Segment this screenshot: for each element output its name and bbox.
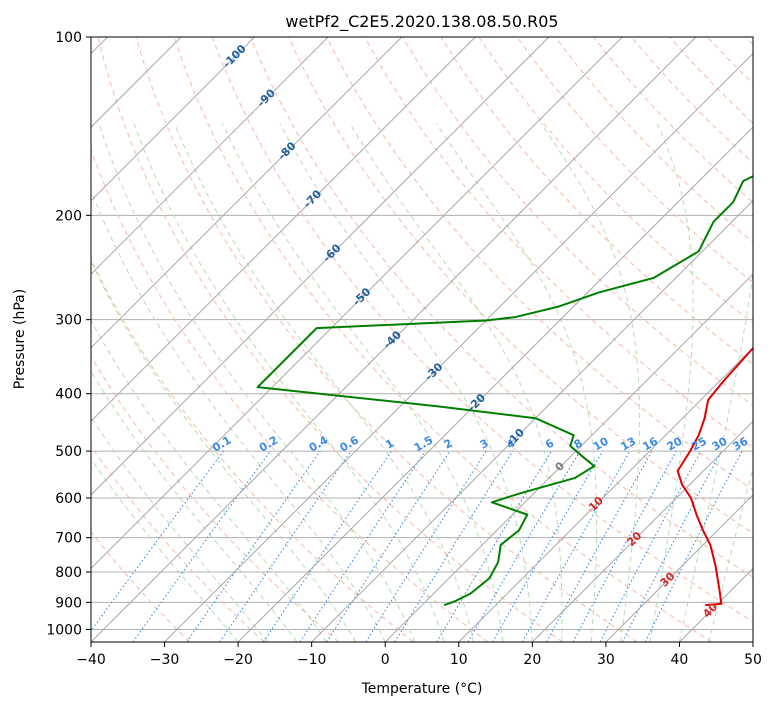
dry-adiabat bbox=[91, 355, 340, 642]
dewpoint-profile-line bbox=[256, 175, 753, 607]
dry-adiabat bbox=[211, 37, 753, 623]
y-tick-label: 700 bbox=[55, 531, 82, 547]
x-tick-label: 40 bbox=[671, 652, 689, 668]
dry-adiabat bbox=[91, 531, 191, 642]
isotherm-line bbox=[237, 126, 753, 642]
x-tick-label: 20 bbox=[523, 652, 541, 668]
moist-adiabat bbox=[91, 416, 268, 642]
mixing-ratio-line bbox=[186, 450, 321, 642]
mixing-ratio-lines bbox=[91, 450, 743, 642]
x-tick-label: 30 bbox=[597, 652, 615, 668]
mixing-ratio-line bbox=[572, 450, 677, 642]
y-tick-label: 300 bbox=[55, 313, 82, 329]
y-tick-label: 600 bbox=[55, 491, 82, 507]
moist-adiabat bbox=[91, 458, 239, 642]
dry-adiabat bbox=[440, 37, 753, 365]
x-tick-label: −20 bbox=[223, 652, 253, 668]
x-axis-label: Temperature (°C) bbox=[361, 681, 483, 697]
mixing-ratio-line bbox=[521, 450, 631, 642]
x-axis: −40 −30 −20 −10 0 10 20 30 40 50 bbox=[76, 642, 762, 668]
moist-adiabat bbox=[540, 123, 641, 642]
moist-adiabat bbox=[91, 260, 357, 642]
dry-adiabat bbox=[249, 37, 753, 578]
y-tick-label: 200 bbox=[55, 208, 82, 224]
moist-adiabat bbox=[174, 123, 474, 642]
y-tick-label: 400 bbox=[55, 387, 82, 403]
dry-adiabat bbox=[402, 37, 753, 407]
isotherm-line bbox=[164, 52, 753, 642]
y-tick-label: 100 bbox=[55, 30, 82, 46]
sounding-profiles bbox=[256, 175, 753, 607]
isotherm-line bbox=[311, 199, 753, 642]
x-tick-label: −40 bbox=[76, 652, 106, 668]
isotherm-line bbox=[91, 37, 476, 423]
isotherm-line bbox=[531, 420, 753, 642]
dry-adiabat bbox=[91, 445, 265, 642]
mixing-ratio-line bbox=[546, 450, 653, 642]
y-axis-label: Pressure (hPa) bbox=[12, 289, 28, 389]
x-tick-label: −10 bbox=[297, 652, 327, 668]
isotherm-line bbox=[91, 37, 256, 202]
mixing-ratio-line bbox=[91, 450, 224, 632]
isotherm-line bbox=[384, 273, 753, 642]
isotherms bbox=[91, 37, 753, 642]
dry-adiabat bbox=[516, 37, 753, 284]
chart-title: wetPf2_C2E5.2020.138.08.50.R05 bbox=[285, 12, 558, 32]
y-tick-label: 900 bbox=[55, 595, 82, 611]
isotherm-line bbox=[605, 494, 753, 642]
mixing-ratio-line bbox=[394, 450, 514, 642]
mixing-ratio-line bbox=[219, 450, 352, 642]
x-tick-label: 0 bbox=[381, 652, 390, 668]
isotherm-line bbox=[91, 37, 403, 349]
isotherm-line bbox=[91, 37, 697, 642]
mixing-ratio-line bbox=[299, 450, 426, 642]
isotherm-line bbox=[458, 347, 753, 642]
moist-adiabat bbox=[91, 188, 386, 642]
x-tick-label: 10 bbox=[450, 652, 468, 668]
dry-adiabat bbox=[135, 37, 638, 642]
moist-adiabat bbox=[133, 123, 445, 642]
temperature-profile-line bbox=[676, 346, 753, 607]
moist-adiabat bbox=[649, 123, 694, 642]
plot-frame bbox=[90, 36, 754, 643]
moist-adiabat bbox=[98, 123, 416, 642]
isotherm-line bbox=[91, 37, 623, 570]
moist-adiabat bbox=[222, 123, 504, 642]
y-axis: 100 200 300 400 500 600 700 800 900 1000 bbox=[46, 30, 91, 638]
x-tick-label: −30 bbox=[150, 652, 180, 668]
y-tick-label: 500 bbox=[55, 444, 82, 460]
y-tick-label: 1000 bbox=[46, 622, 82, 638]
moist-adiabat bbox=[678, 268, 753, 642]
mixing-ratio-line bbox=[263, 450, 392, 642]
y-tick-label: 800 bbox=[55, 565, 82, 581]
mixing-ratio-line bbox=[644, 450, 743, 642]
mixing-ratio-line bbox=[132, 450, 271, 642]
x-tick-label: 50 bbox=[744, 652, 762, 668]
dry-adiabat bbox=[91, 148, 489, 642]
pressure-gridlines bbox=[91, 37, 753, 630]
dry-adiabat bbox=[173, 37, 713, 642]
mixing-ratio-line bbox=[326, 450, 451, 642]
isotherm-line bbox=[91, 37, 329, 275]
isotherm-line bbox=[91, 37, 550, 496]
dry-adiabat bbox=[97, 37, 563, 642]
moist-adiabat bbox=[91, 319, 327, 642]
